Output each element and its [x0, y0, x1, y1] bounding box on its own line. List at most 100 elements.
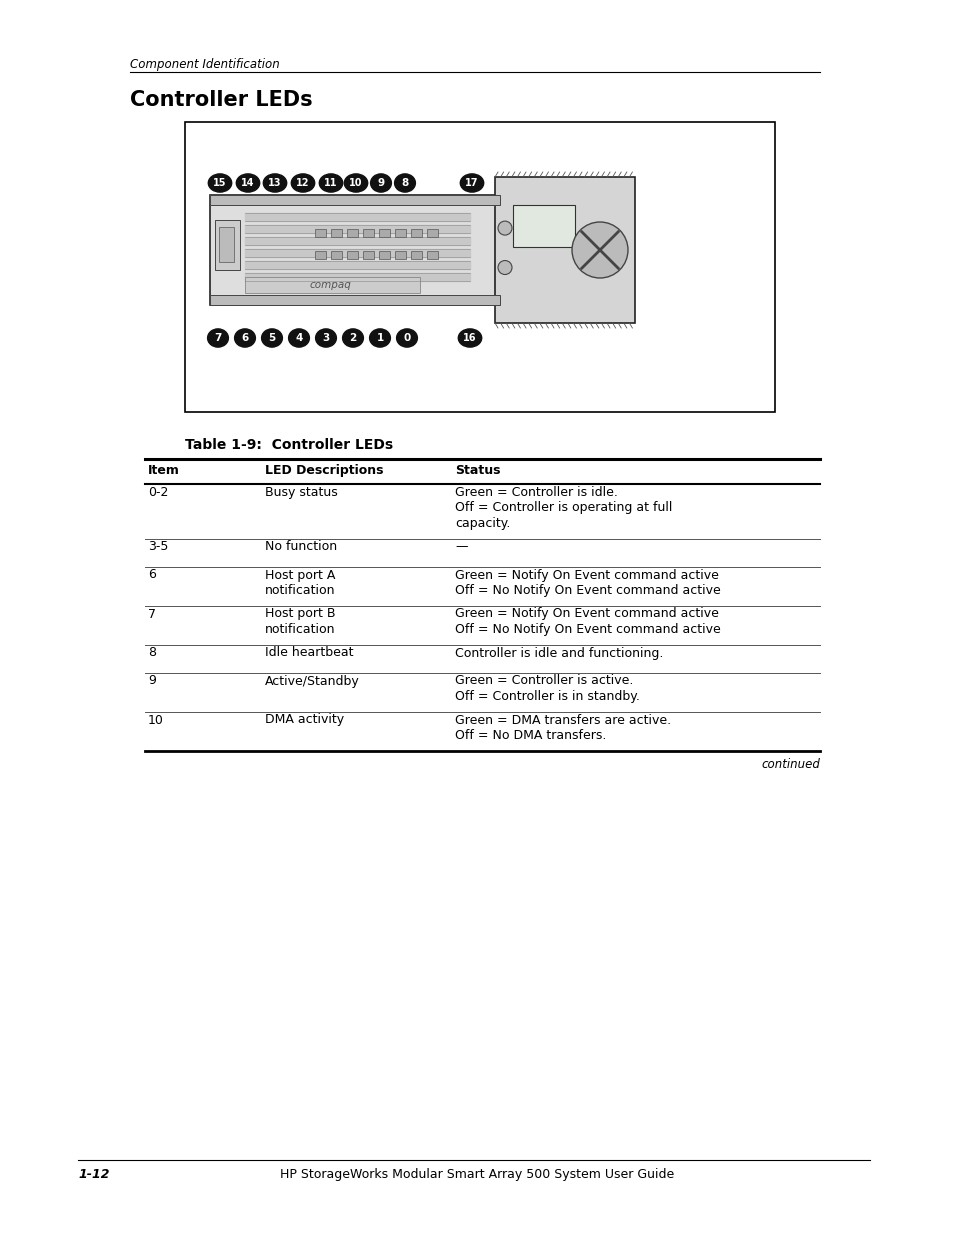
- Text: Controller LEDs: Controller LEDs: [130, 90, 313, 110]
- FancyBboxPatch shape: [347, 251, 357, 259]
- Text: compaq: compaq: [309, 280, 351, 290]
- FancyBboxPatch shape: [185, 122, 774, 412]
- Text: —: —: [455, 541, 467, 553]
- Text: 12: 12: [296, 178, 310, 188]
- Ellipse shape: [261, 329, 282, 347]
- Text: Active/Standby: Active/Standby: [265, 674, 359, 688]
- Ellipse shape: [457, 329, 481, 347]
- Text: Busy status: Busy status: [265, 487, 337, 499]
- Ellipse shape: [208, 329, 228, 347]
- Text: Green = Notify On Event command active: Green = Notify On Event command active: [455, 568, 719, 582]
- Ellipse shape: [344, 174, 367, 193]
- Text: 13: 13: [268, 178, 281, 188]
- Text: 7: 7: [148, 608, 156, 620]
- FancyBboxPatch shape: [427, 228, 437, 237]
- Text: 1: 1: [376, 333, 383, 343]
- FancyBboxPatch shape: [427, 251, 437, 259]
- Text: Component Identification: Component Identification: [130, 58, 279, 70]
- Text: 6: 6: [241, 333, 249, 343]
- Text: Off = No Notify On Event command active: Off = No Notify On Event command active: [455, 584, 720, 597]
- Text: Host port A: Host port A: [265, 568, 335, 582]
- Text: Green = Controller is idle.: Green = Controller is idle.: [455, 487, 618, 499]
- Text: notification: notification: [265, 584, 335, 597]
- FancyBboxPatch shape: [495, 177, 635, 324]
- Text: 10: 10: [349, 178, 362, 188]
- Ellipse shape: [370, 174, 391, 193]
- Text: Off = Controller is in standby.: Off = Controller is in standby.: [455, 690, 639, 703]
- Text: 9: 9: [377, 178, 384, 188]
- Text: 15: 15: [213, 178, 227, 188]
- Circle shape: [497, 261, 512, 274]
- FancyBboxPatch shape: [363, 251, 374, 259]
- FancyBboxPatch shape: [513, 205, 575, 247]
- Text: LED Descriptions: LED Descriptions: [265, 464, 383, 477]
- FancyBboxPatch shape: [210, 295, 499, 305]
- Text: 2: 2: [349, 333, 356, 343]
- Text: continued: continued: [760, 758, 820, 772]
- Text: Green = Controller is active.: Green = Controller is active.: [455, 674, 633, 688]
- Text: HP StorageWorks Modular Smart Array 500 System User Guide: HP StorageWorks Modular Smart Array 500 …: [279, 1168, 674, 1181]
- Text: 9: 9: [148, 674, 155, 688]
- Ellipse shape: [342, 329, 363, 347]
- Text: Controller is idle and functioning.: Controller is idle and functioning.: [455, 646, 662, 659]
- FancyBboxPatch shape: [314, 228, 326, 237]
- FancyBboxPatch shape: [214, 220, 240, 270]
- Ellipse shape: [395, 174, 415, 193]
- Text: 3-5: 3-5: [148, 541, 168, 553]
- Text: Green = Notify On Event command active: Green = Notify On Event command active: [455, 608, 719, 620]
- Circle shape: [497, 221, 512, 235]
- Text: 0: 0: [403, 333, 410, 343]
- FancyBboxPatch shape: [378, 251, 390, 259]
- Ellipse shape: [315, 329, 336, 347]
- Ellipse shape: [208, 174, 232, 193]
- Text: 4: 4: [295, 333, 302, 343]
- Ellipse shape: [459, 174, 483, 193]
- Ellipse shape: [234, 329, 255, 347]
- Text: Status: Status: [455, 464, 500, 477]
- Text: 7: 7: [214, 333, 221, 343]
- Text: 3: 3: [322, 333, 330, 343]
- FancyBboxPatch shape: [314, 251, 326, 259]
- Text: 1-12: 1-12: [78, 1168, 110, 1181]
- Text: notification: notification: [265, 622, 335, 636]
- Text: 11: 11: [324, 178, 337, 188]
- FancyBboxPatch shape: [395, 228, 406, 237]
- Ellipse shape: [396, 329, 417, 347]
- Ellipse shape: [236, 174, 259, 193]
- FancyBboxPatch shape: [347, 228, 357, 237]
- Text: DMA activity: DMA activity: [265, 714, 344, 726]
- Text: Idle heartbeat: Idle heartbeat: [265, 646, 354, 659]
- Circle shape: [572, 222, 627, 278]
- FancyBboxPatch shape: [363, 228, 374, 237]
- Text: Item: Item: [148, 464, 180, 477]
- Ellipse shape: [319, 174, 342, 193]
- FancyBboxPatch shape: [331, 251, 341, 259]
- Ellipse shape: [263, 174, 287, 193]
- FancyBboxPatch shape: [219, 227, 233, 262]
- Text: Off = No Notify On Event command active: Off = No Notify On Event command active: [455, 622, 720, 636]
- Text: 5: 5: [268, 333, 275, 343]
- Text: 6: 6: [148, 568, 155, 582]
- FancyBboxPatch shape: [378, 228, 390, 237]
- Ellipse shape: [291, 174, 314, 193]
- Text: 17: 17: [465, 178, 478, 188]
- FancyBboxPatch shape: [245, 277, 419, 293]
- Text: capacity.: capacity.: [455, 517, 510, 530]
- Text: Host port B: Host port B: [265, 608, 335, 620]
- FancyBboxPatch shape: [331, 228, 341, 237]
- Text: Table 1-9:  Controller LEDs: Table 1-9: Controller LEDs: [185, 438, 393, 452]
- Text: 14: 14: [241, 178, 254, 188]
- Ellipse shape: [369, 329, 390, 347]
- FancyBboxPatch shape: [395, 251, 406, 259]
- FancyBboxPatch shape: [210, 195, 499, 305]
- Ellipse shape: [289, 329, 309, 347]
- Text: 16: 16: [463, 333, 476, 343]
- FancyBboxPatch shape: [411, 251, 421, 259]
- Text: Off = Controller is operating at full: Off = Controller is operating at full: [455, 501, 672, 515]
- Text: 0-2: 0-2: [148, 487, 168, 499]
- FancyBboxPatch shape: [210, 195, 499, 205]
- Text: 8: 8: [148, 646, 156, 659]
- Text: 8: 8: [401, 178, 408, 188]
- Text: 10: 10: [148, 714, 164, 726]
- Text: Green = DMA transfers are active.: Green = DMA transfers are active.: [455, 714, 670, 726]
